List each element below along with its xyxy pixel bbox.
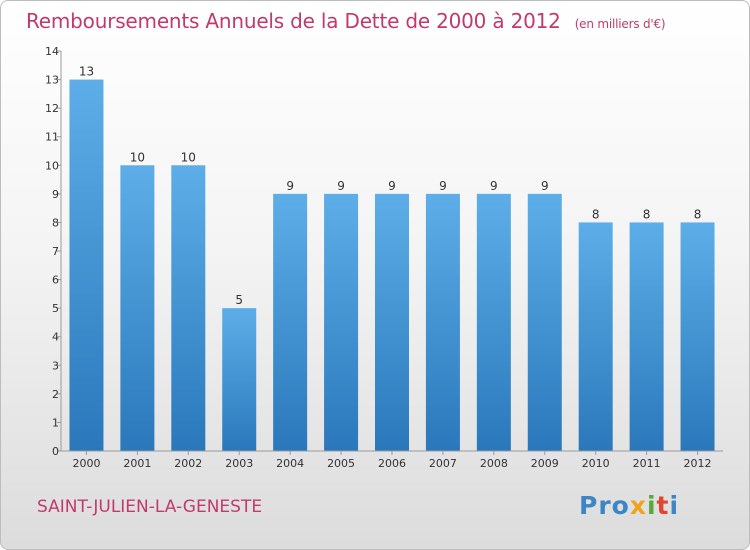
bar-2006	[375, 193, 409, 451]
y-tick-label: 2	[52, 388, 59, 401]
y-tick-label: 9	[52, 188, 59, 201]
chart-unit: (en milliers d'€)	[574, 17, 666, 31]
value-label-2011: 8	[643, 207, 651, 221]
x-tick-label-2012: 2012	[684, 457, 712, 470]
chart-title-text: Remboursements Annuels de la Dette de 20…	[26, 9, 561, 33]
y-tick-label: 11	[45, 131, 59, 144]
x-tick-label-2011: 2011	[633, 457, 661, 470]
y-tick-label: 6	[52, 274, 59, 287]
x-tick-label-2008: 2008	[480, 457, 508, 470]
value-label-2002: 10	[181, 150, 196, 164]
y-tick-label: 10	[45, 159, 59, 172]
bar-2005	[324, 193, 359, 451]
bar-2004	[273, 193, 308, 451]
x-tick-label-2007: 2007	[429, 457, 457, 470]
value-label-2007: 9	[439, 179, 447, 193]
value-label-2009: 9	[541, 179, 549, 193]
place-name: SAINT-JULIEN-LA-GENESTE	[37, 497, 263, 517]
y-tick-label: 13	[45, 74, 59, 87]
value-label-2010: 8	[592, 207, 600, 221]
x-tick-label-2005: 2005	[327, 457, 355, 470]
value-label-2006: 9	[388, 179, 396, 193]
bars: 13 10 10 5 9 9 9 9 9 9 8 8 8	[69, 65, 715, 452]
bar-2000	[69, 79, 104, 452]
value-label-2003: 5	[235, 293, 243, 307]
x-axis: 2000 2001 2002 2003 2004 2005 2006 2007 2008 2009…	[61, 450, 723, 470]
bar-2002	[171, 165, 206, 452]
bar-2009	[527, 193, 562, 451]
value-label-2008: 9	[490, 179, 498, 193]
x-tick-label-2003: 2003	[225, 457, 253, 470]
value-label-2005: 9	[337, 179, 345, 193]
y-tick-label: 4	[52, 331, 59, 344]
bar-2011	[629, 222, 664, 451]
value-label-2000: 13	[79, 65, 94, 79]
bar-2008	[476, 193, 511, 451]
y-tick-label: 3	[52, 359, 59, 372]
y-tick-label: 0	[52, 445, 59, 458]
proxiti-logo: Proxiti	[579, 491, 680, 520]
value-label-2001: 10	[130, 150, 145, 164]
value-label-2004: 9	[286, 179, 294, 193]
y-tick-label: 7	[52, 245, 59, 258]
y-tick-label: 8	[52, 216, 59, 229]
bar-2010	[578, 222, 613, 451]
x-tick-label-2006: 2006	[378, 457, 406, 470]
x-tick-label-2009: 2009	[531, 457, 559, 470]
x-tick-label-2001: 2001	[123, 457, 151, 470]
value-label-2012: 8	[694, 207, 702, 221]
chart-title: Remboursements Annuels de la Dette de 20…	[26, 9, 666, 33]
bar-2012	[680, 222, 715, 451]
x-tick-label-2002: 2002	[174, 457, 202, 470]
bar-2001	[120, 165, 155, 452]
y-tick-label: 14	[45, 45, 59, 58]
y-tick-label: 12	[45, 102, 59, 115]
y-tick-label: 1	[52, 416, 59, 429]
x-tick-label-2000: 2000	[72, 457, 100, 470]
y-tick-label: 5	[52, 302, 59, 315]
x-tick-label-2004: 2004	[276, 457, 304, 470]
x-tick-label-2010: 2010	[582, 457, 610, 470]
bar-2003	[222, 308, 257, 451]
bar-2007	[425, 193, 460, 451]
